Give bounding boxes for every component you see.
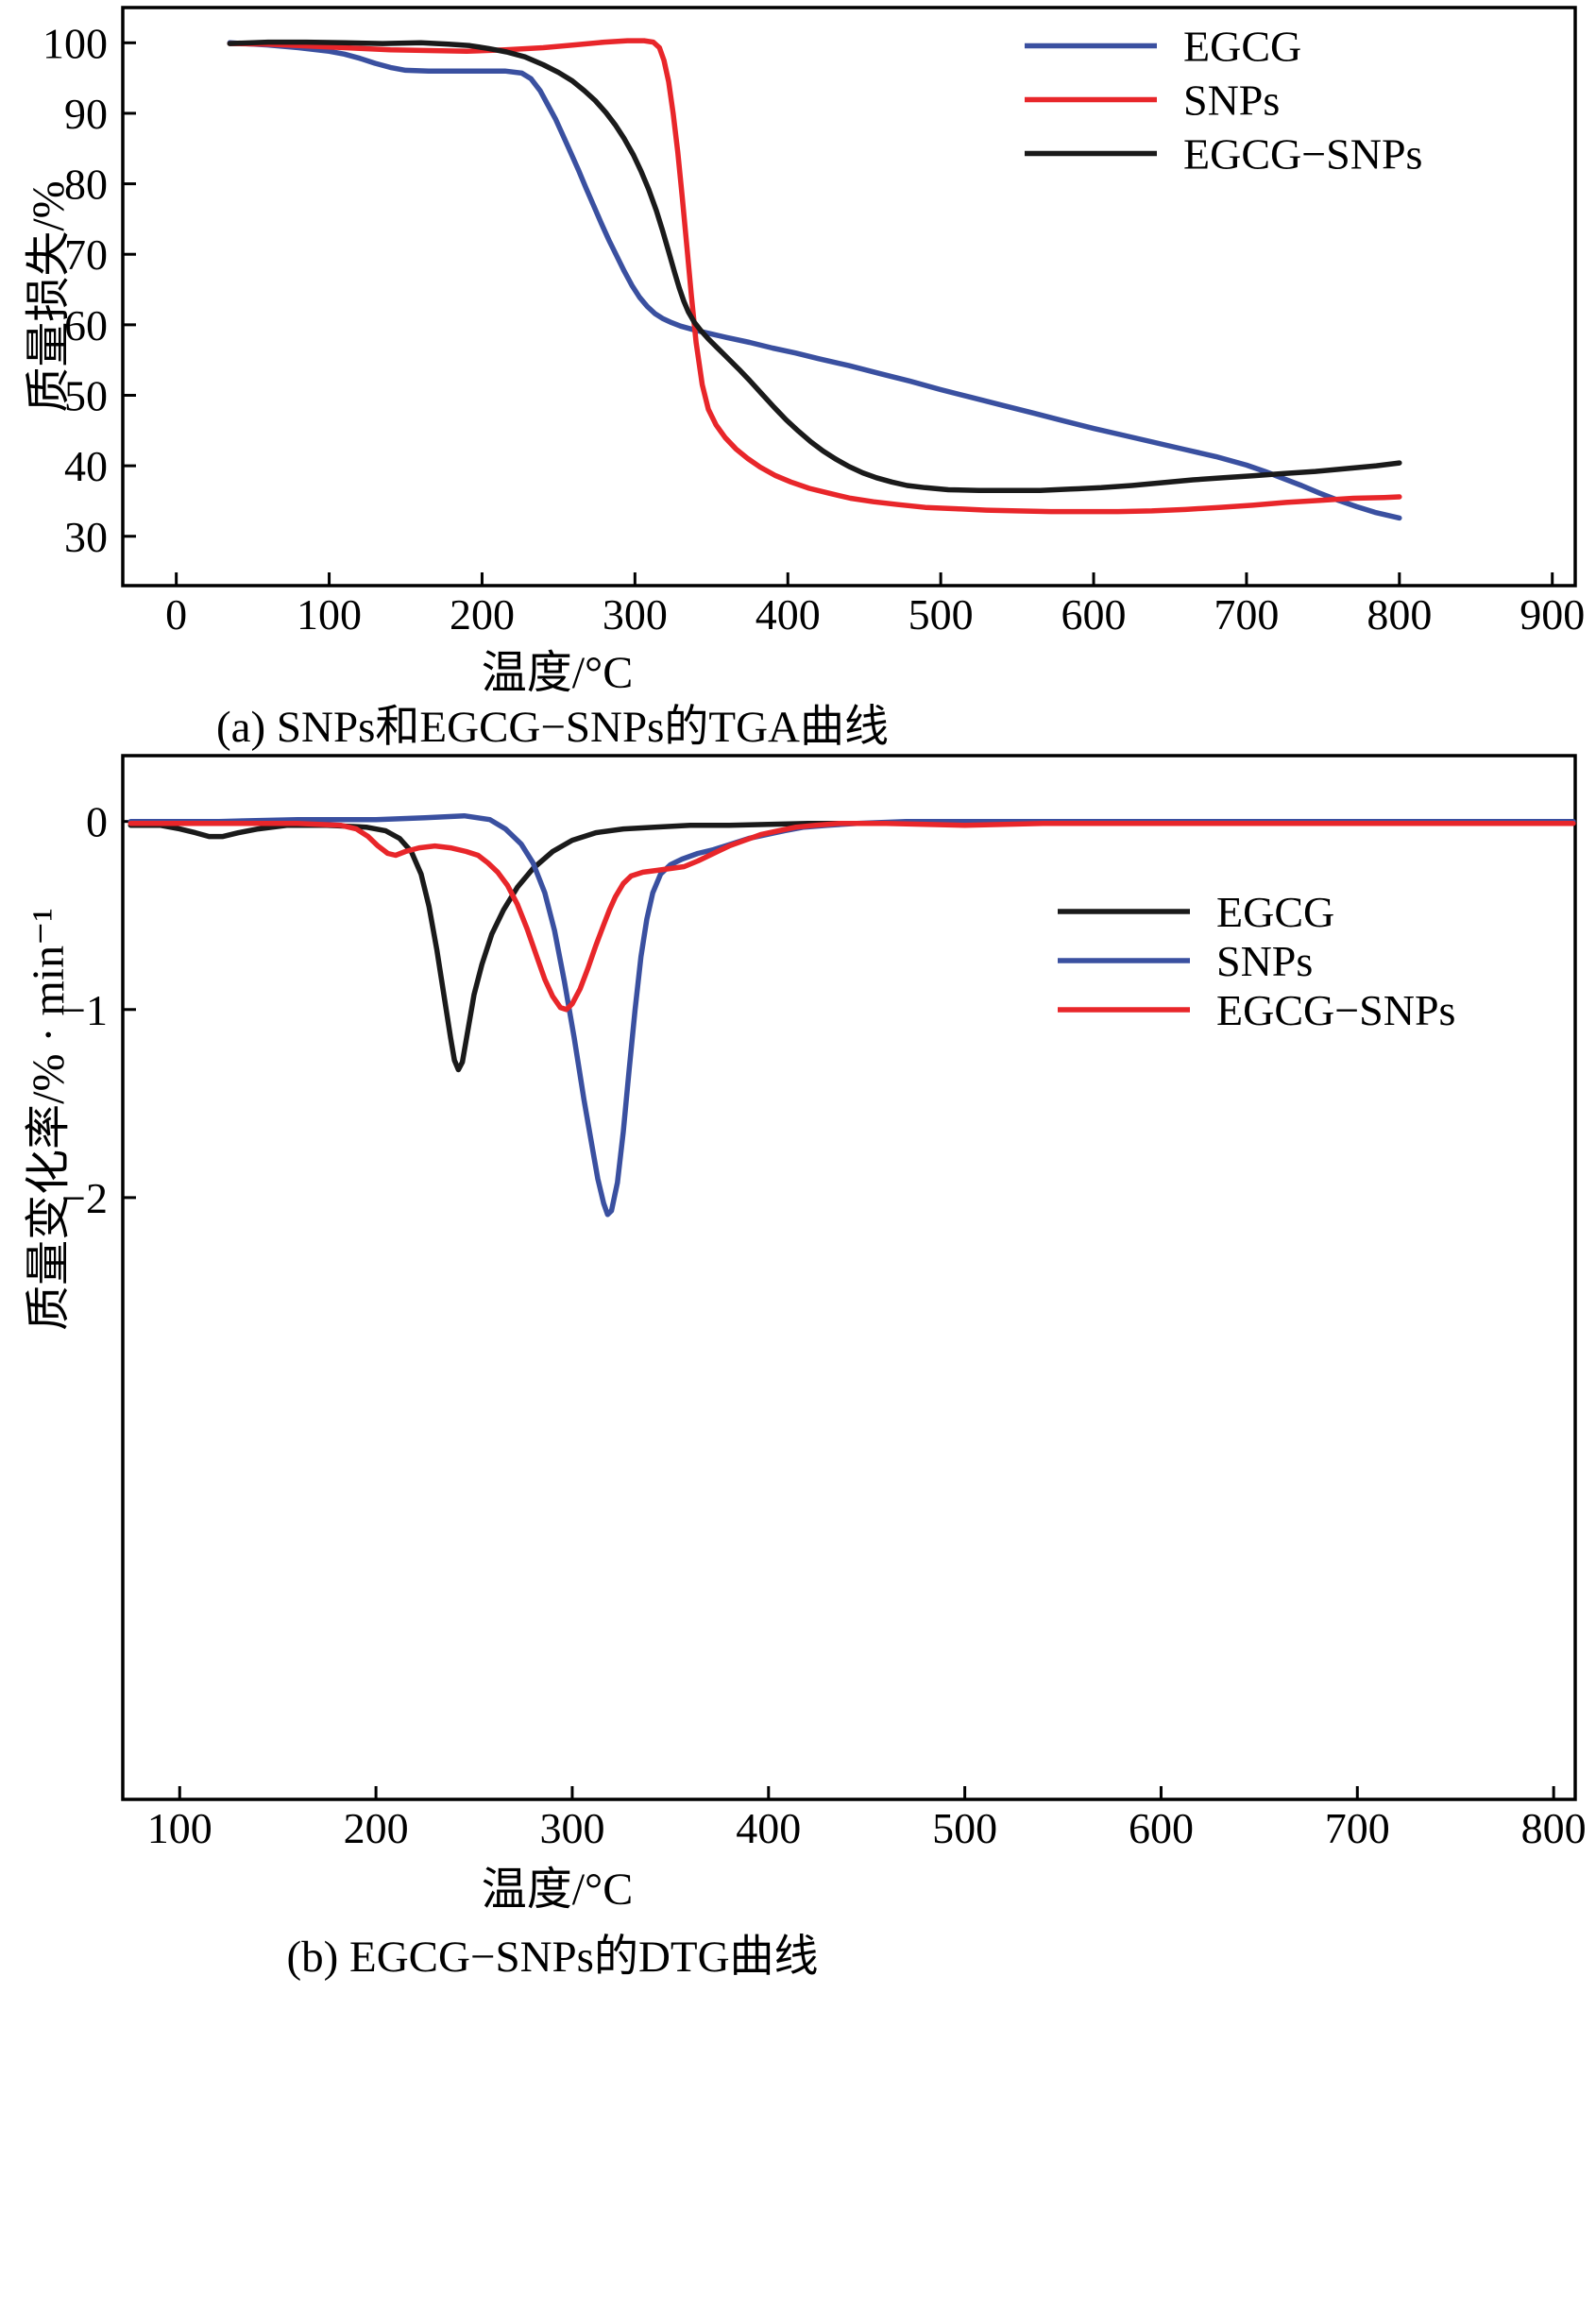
x-tick-label: 600 bbox=[1129, 1804, 1194, 1852]
series-line-EGCG bbox=[227, 40, 1402, 521]
x-tick-label: 400 bbox=[756, 590, 821, 639]
series-line-EGCG−SNPs bbox=[127, 820, 1576, 1013]
series-line-EGCG−SNPs bbox=[227, 39, 1402, 493]
x-tick-label: 200 bbox=[344, 1804, 409, 1852]
tga-caption: (a) SNPs和EGCG−SNPs的TGA曲线 bbox=[216, 703, 889, 752]
dtg-y-axis-title: 质量变化率/% · min⁻¹ bbox=[24, 908, 74, 1331]
x-tick-label: 400 bbox=[736, 1804, 801, 1852]
x-tick-label: 700 bbox=[1214, 590, 1279, 639]
x-tick-label: 800 bbox=[1521, 1804, 1587, 1852]
legend-label-EGCG−SNPs: EGCG−SNPs bbox=[1216, 986, 1455, 1034]
legend-label-EGCG: EGCG bbox=[1183, 23, 1301, 71]
x-tick-label: 100 bbox=[147, 1804, 212, 1852]
plot-border bbox=[121, 754, 1577, 1801]
x-tick-label: 800 bbox=[1367, 590, 1432, 639]
y-tick-label: 90 bbox=[64, 90, 108, 138]
series-line-EGCG bbox=[127, 820, 1576, 1073]
y-tick-label: 60 bbox=[64, 301, 108, 349]
y-tick-label: 30 bbox=[64, 513, 108, 561]
y-tick-label: 100 bbox=[42, 19, 108, 67]
y-tick-label: 40 bbox=[64, 442, 108, 490]
tga-x-axis-title: 温度/°C bbox=[481, 648, 634, 698]
dtg-x-axis-title: 温度/°C bbox=[481, 1865, 634, 1915]
x-tick-label: 700 bbox=[1325, 1804, 1390, 1852]
x-tick-label: 600 bbox=[1061, 590, 1127, 639]
x-tick-label: 500 bbox=[932, 1804, 997, 1852]
x-tick-label: 200 bbox=[450, 590, 515, 639]
dtg-caption: (b) EGCG−SNPs的DTG曲线 bbox=[286, 1933, 819, 1982]
legend-label-EGCG−SNPs: EGCG−SNPs bbox=[1183, 130, 1422, 179]
plot-border bbox=[121, 6, 1577, 588]
x-tick-label: 100 bbox=[297, 590, 362, 639]
y-tick-label: −2 bbox=[61, 1174, 108, 1222]
series-line-SNPs bbox=[227, 38, 1402, 515]
tga-chart: 0 100 200 300 400 500 600 700 800 900 30 40 50 60 70 80… bbox=[42, 6, 1585, 639]
y-tick-label: 80 bbox=[64, 161, 108, 209]
x-tick-label: 900 bbox=[1520, 590, 1585, 639]
y-tick-label: 70 bbox=[64, 230, 108, 279]
dtg-chart: 100 200 300 400 500 600 700 800 0 −1 −2 EGCGSNPsEGC… bbox=[61, 754, 1587, 1852]
x-tick-label: 300 bbox=[603, 590, 668, 639]
tga-y-axis-title: 质量损失/% bbox=[24, 180, 74, 413]
legend-label-SNPs: SNPs bbox=[1216, 937, 1313, 985]
x-tick-label: 500 bbox=[908, 590, 974, 639]
legend-label-EGCG: EGCG bbox=[1216, 888, 1334, 936]
legend-label-SNPs: SNPs bbox=[1183, 77, 1280, 125]
y-tick-label: 50 bbox=[64, 371, 108, 419]
x-tick-label: 0 bbox=[165, 590, 187, 639]
y-tick-label: −1 bbox=[61, 986, 108, 1034]
x-tick-label: 300 bbox=[539, 1804, 604, 1852]
y-tick-label: 0 bbox=[86, 798, 108, 846]
